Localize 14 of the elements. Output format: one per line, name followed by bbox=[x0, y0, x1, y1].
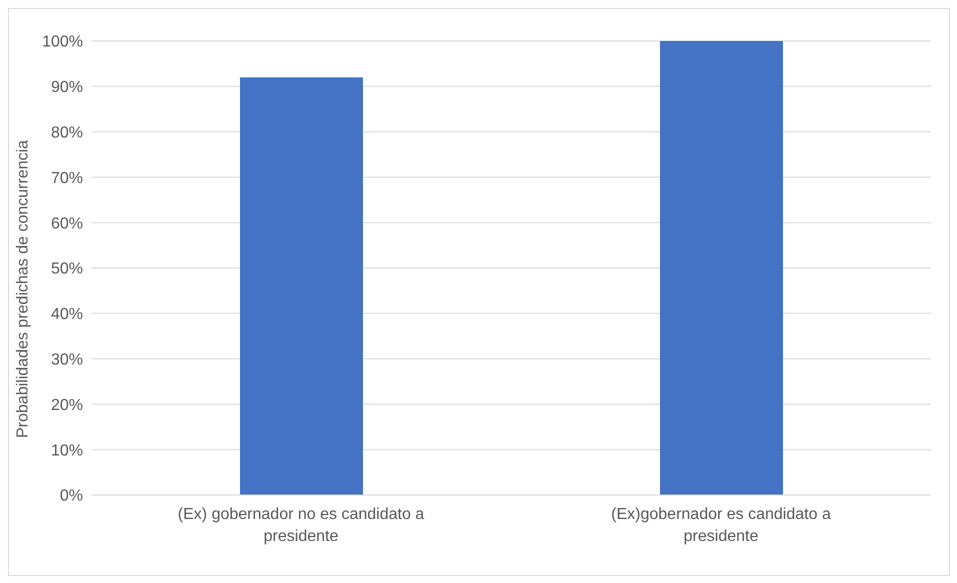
y-tick-label: 90% bbox=[50, 79, 83, 96]
y-axis-title: Probabilidades predichas de concurrencia bbox=[14, 140, 32, 438]
x-tick-label: (Ex)gobernador es candidato a presidente bbox=[611, 506, 831, 545]
y-tick-label: 40% bbox=[50, 306, 83, 324]
y-tick-label: 60% bbox=[50, 215, 83, 232]
y-tick-label: 20% bbox=[50, 396, 83, 414]
y-tick-label: 0% bbox=[60, 488, 83, 505]
y-tick-label: 10% bbox=[50, 442, 83, 460]
y-tick-label: 100% bbox=[42, 34, 83, 51]
y-tick-label: 80% bbox=[50, 124, 83, 142]
y-tick-label: 30% bbox=[50, 351, 83, 368]
x-tick-label: (Ex) gobernador no es candidato a presidente bbox=[178, 506, 424, 545]
y-tick-label: 70% bbox=[50, 170, 83, 187]
y-tick-label: 50% bbox=[50, 260, 83, 278]
